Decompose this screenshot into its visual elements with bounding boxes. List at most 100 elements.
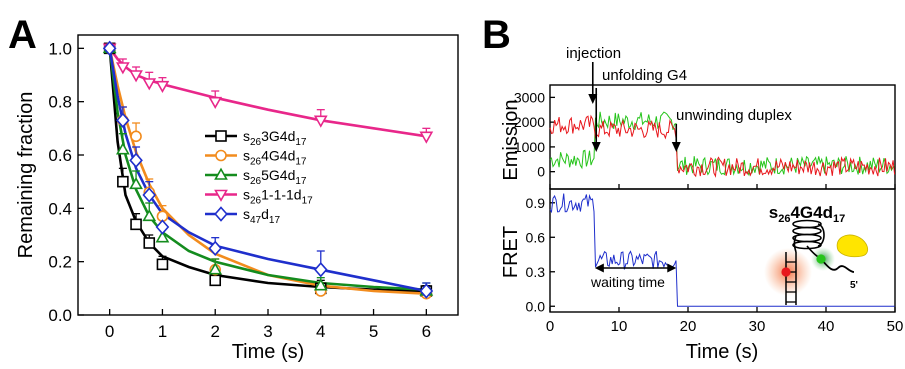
data-point bbox=[209, 274, 222, 287]
legend-label-sub: 17 bbox=[295, 176, 307, 187]
red-emission-trace bbox=[549, 114, 896, 178]
legend-marker bbox=[214, 167, 228, 180]
y-tick-label-a: 1.0 bbox=[48, 39, 72, 58]
x-tick-label-a: 0 bbox=[105, 322, 114, 341]
donor-dye-icon bbox=[781, 267, 791, 277]
y-axis-label-emission: Emission bbox=[500, 99, 522, 180]
data-point bbox=[313, 278, 328, 291]
construct-label-sub2: 17 bbox=[833, 213, 845, 225]
data-point bbox=[116, 112, 130, 129]
legend-label: s263G4d17 bbox=[243, 128, 307, 148]
x-tick-label-b: 20 bbox=[680, 318, 697, 335]
construct-label: s264G4d17 bbox=[769, 203, 846, 225]
construct-label-sub1: 26 bbox=[778, 213, 790, 225]
helicase-icon bbox=[836, 234, 869, 258]
data-point bbox=[208, 96, 223, 110]
legend-label-sub: 26 bbox=[250, 176, 262, 187]
x-tick-label-b: 40 bbox=[818, 318, 835, 335]
legend-marker bbox=[214, 189, 228, 202]
data-point bbox=[313, 261, 328, 278]
x-axis-label-b: Time (s) bbox=[686, 341, 759, 363]
y-tick-label-emission: 0 bbox=[537, 164, 545, 180]
data-point bbox=[117, 175, 129, 188]
x-tick-label-a: 6 bbox=[422, 322, 431, 341]
y-tick-label-emission: 3000 bbox=[514, 89, 545, 105]
data-point bbox=[313, 115, 328, 128]
fit-curve bbox=[108, 48, 427, 293]
y-tick-label-fret: 0.9 bbox=[526, 195, 546, 211]
legend-label: s264G4d17 bbox=[243, 148, 307, 168]
data-point bbox=[208, 240, 223, 257]
data-point bbox=[129, 70, 143, 83]
annotation-injection: injection bbox=[566, 45, 621, 62]
annotation-unfolding: unfolding G4 bbox=[602, 67, 687, 84]
y-axis-label-fret: FRET bbox=[500, 226, 522, 278]
y-tick-label-a: 0.8 bbox=[48, 93, 72, 112]
data-point bbox=[155, 219, 170, 235]
data-point bbox=[102, 40, 117, 57]
data-point bbox=[208, 262, 223, 275]
construct-label-base: s bbox=[769, 203, 778, 222]
legend-label-sub: 17 bbox=[302, 196, 314, 207]
panel-label-b: B bbox=[482, 13, 511, 57]
y-tick-label-emission: 1000 bbox=[514, 139, 545, 155]
legend-label-base: s bbox=[243, 167, 250, 183]
data-point bbox=[143, 237, 156, 249]
legend-label-sub: 26 bbox=[250, 137, 262, 148]
legend-label-mid: 3G4d bbox=[261, 128, 295, 144]
plot-frame-fret bbox=[549, 188, 896, 313]
x-tick-label-b: 50 bbox=[887, 318, 904, 335]
annotation-waiting-time: waiting time bbox=[590, 274, 665, 290]
arrow-head-icon bbox=[588, 94, 598, 104]
legend-label-base: s bbox=[243, 128, 250, 144]
legend-marker bbox=[215, 149, 227, 162]
construct-label-mid: 4G4d bbox=[790, 203, 833, 222]
data-point bbox=[142, 187, 157, 203]
data-point bbox=[156, 258, 169, 271]
data-point bbox=[142, 208, 157, 222]
legend-label-base: s bbox=[243, 148, 250, 164]
legend-label-sub: 47 bbox=[250, 215, 262, 226]
y-tick-label-a: 0.0 bbox=[48, 306, 72, 325]
y-axis-label-a: Remaining fraction bbox=[15, 92, 37, 259]
legend-label-mid: 1-1-1d bbox=[261, 187, 301, 203]
annotation-unwinding: unwinding duplex bbox=[676, 107, 792, 124]
arrow-head-icon bbox=[594, 263, 604, 273]
legend-label-base: s bbox=[243, 206, 250, 222]
acceptor-dye-icon bbox=[816, 254, 826, 264]
y-tick-label-a: 0.4 bbox=[48, 199, 72, 218]
y-tick-label-a: 0.6 bbox=[48, 146, 72, 165]
y-tick-label-emission: 2000 bbox=[514, 114, 545, 130]
annotation-arrows bbox=[588, 62, 681, 273]
data-point bbox=[130, 130, 142, 143]
legend-label-sub: 17 bbox=[295, 157, 307, 168]
data-point bbox=[129, 152, 143, 169]
data-point bbox=[155, 230, 170, 243]
x-tick-label-a: 2 bbox=[210, 322, 219, 341]
legend-label-mid: 5G4d bbox=[261, 167, 295, 183]
data-point bbox=[419, 131, 434, 144]
arrow-head-icon bbox=[591, 142, 601, 152]
data-point bbox=[115, 62, 130, 75]
data-point bbox=[155, 80, 170, 94]
arrow-head-icon bbox=[667, 263, 677, 273]
panel-label-a: A bbox=[8, 13, 37, 57]
single-molecule-traces: 0 10 20 30 40 50 0 1000 2000 3000 0.0 0.3 0.6 0.9 Emi… bbox=[500, 45, 903, 363]
x-tick-label-b: 10 bbox=[611, 318, 628, 335]
x-tick-label-b: 30 bbox=[749, 318, 766, 335]
fit-curve bbox=[108, 47, 427, 138]
x-axis-label-a: Time (s) bbox=[232, 341, 305, 363]
data-point bbox=[419, 283, 434, 299]
decay-chart: 0 1 2 3 4 5 6 0.0 0.2 0.4 0.6 0.8 1.0 Remaining frac… bbox=[15, 34, 459, 363]
x-tick-label-a: 1 bbox=[158, 322, 167, 341]
green-emission-trace bbox=[549, 111, 895, 177]
y-tick-label-fret: 0.6 bbox=[526, 229, 546, 245]
data-point bbox=[130, 218, 142, 231]
legend-label: s261-1-1d17 bbox=[243, 187, 313, 207]
y-tick-label-fret: 0.0 bbox=[526, 298, 546, 314]
x-tick-label-a: 4 bbox=[316, 322, 325, 341]
legend-label-sub: 17 bbox=[295, 137, 307, 148]
legend-label: s265G4d17 bbox=[243, 167, 307, 187]
data-point bbox=[142, 78, 157, 91]
